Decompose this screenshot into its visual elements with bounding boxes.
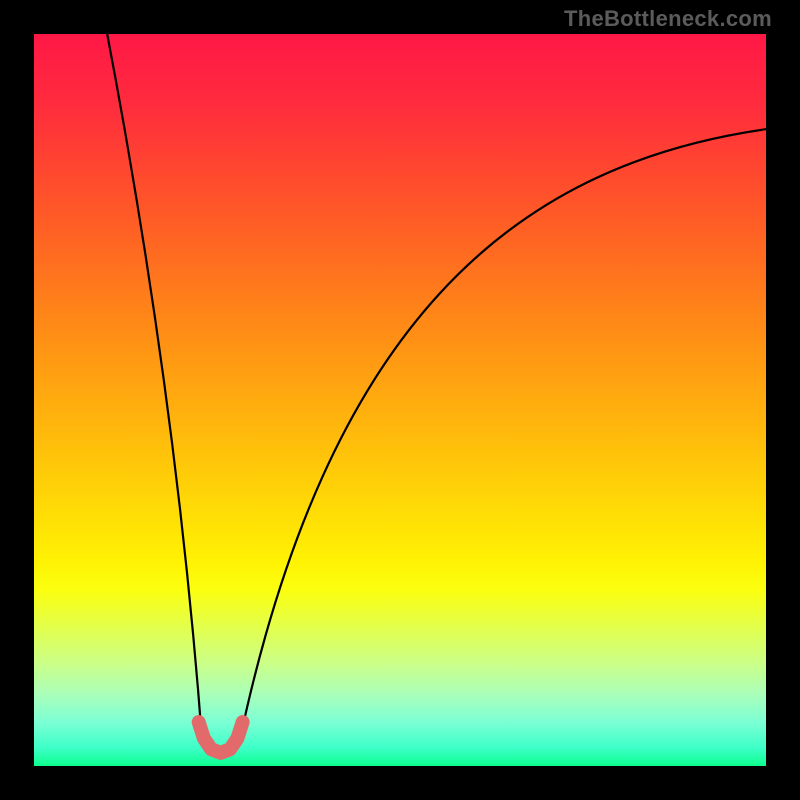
- curve-overlay: [34, 34, 766, 766]
- bottleneck-curve: [107, 34, 766, 750]
- watermark-label: TheBottleneck.com: [564, 6, 772, 32]
- optimal-range-marker: [199, 722, 243, 753]
- bottleneck-chart: TheBottleneck.com: [0, 0, 800, 800]
- plot-area: [34, 34, 766, 766]
